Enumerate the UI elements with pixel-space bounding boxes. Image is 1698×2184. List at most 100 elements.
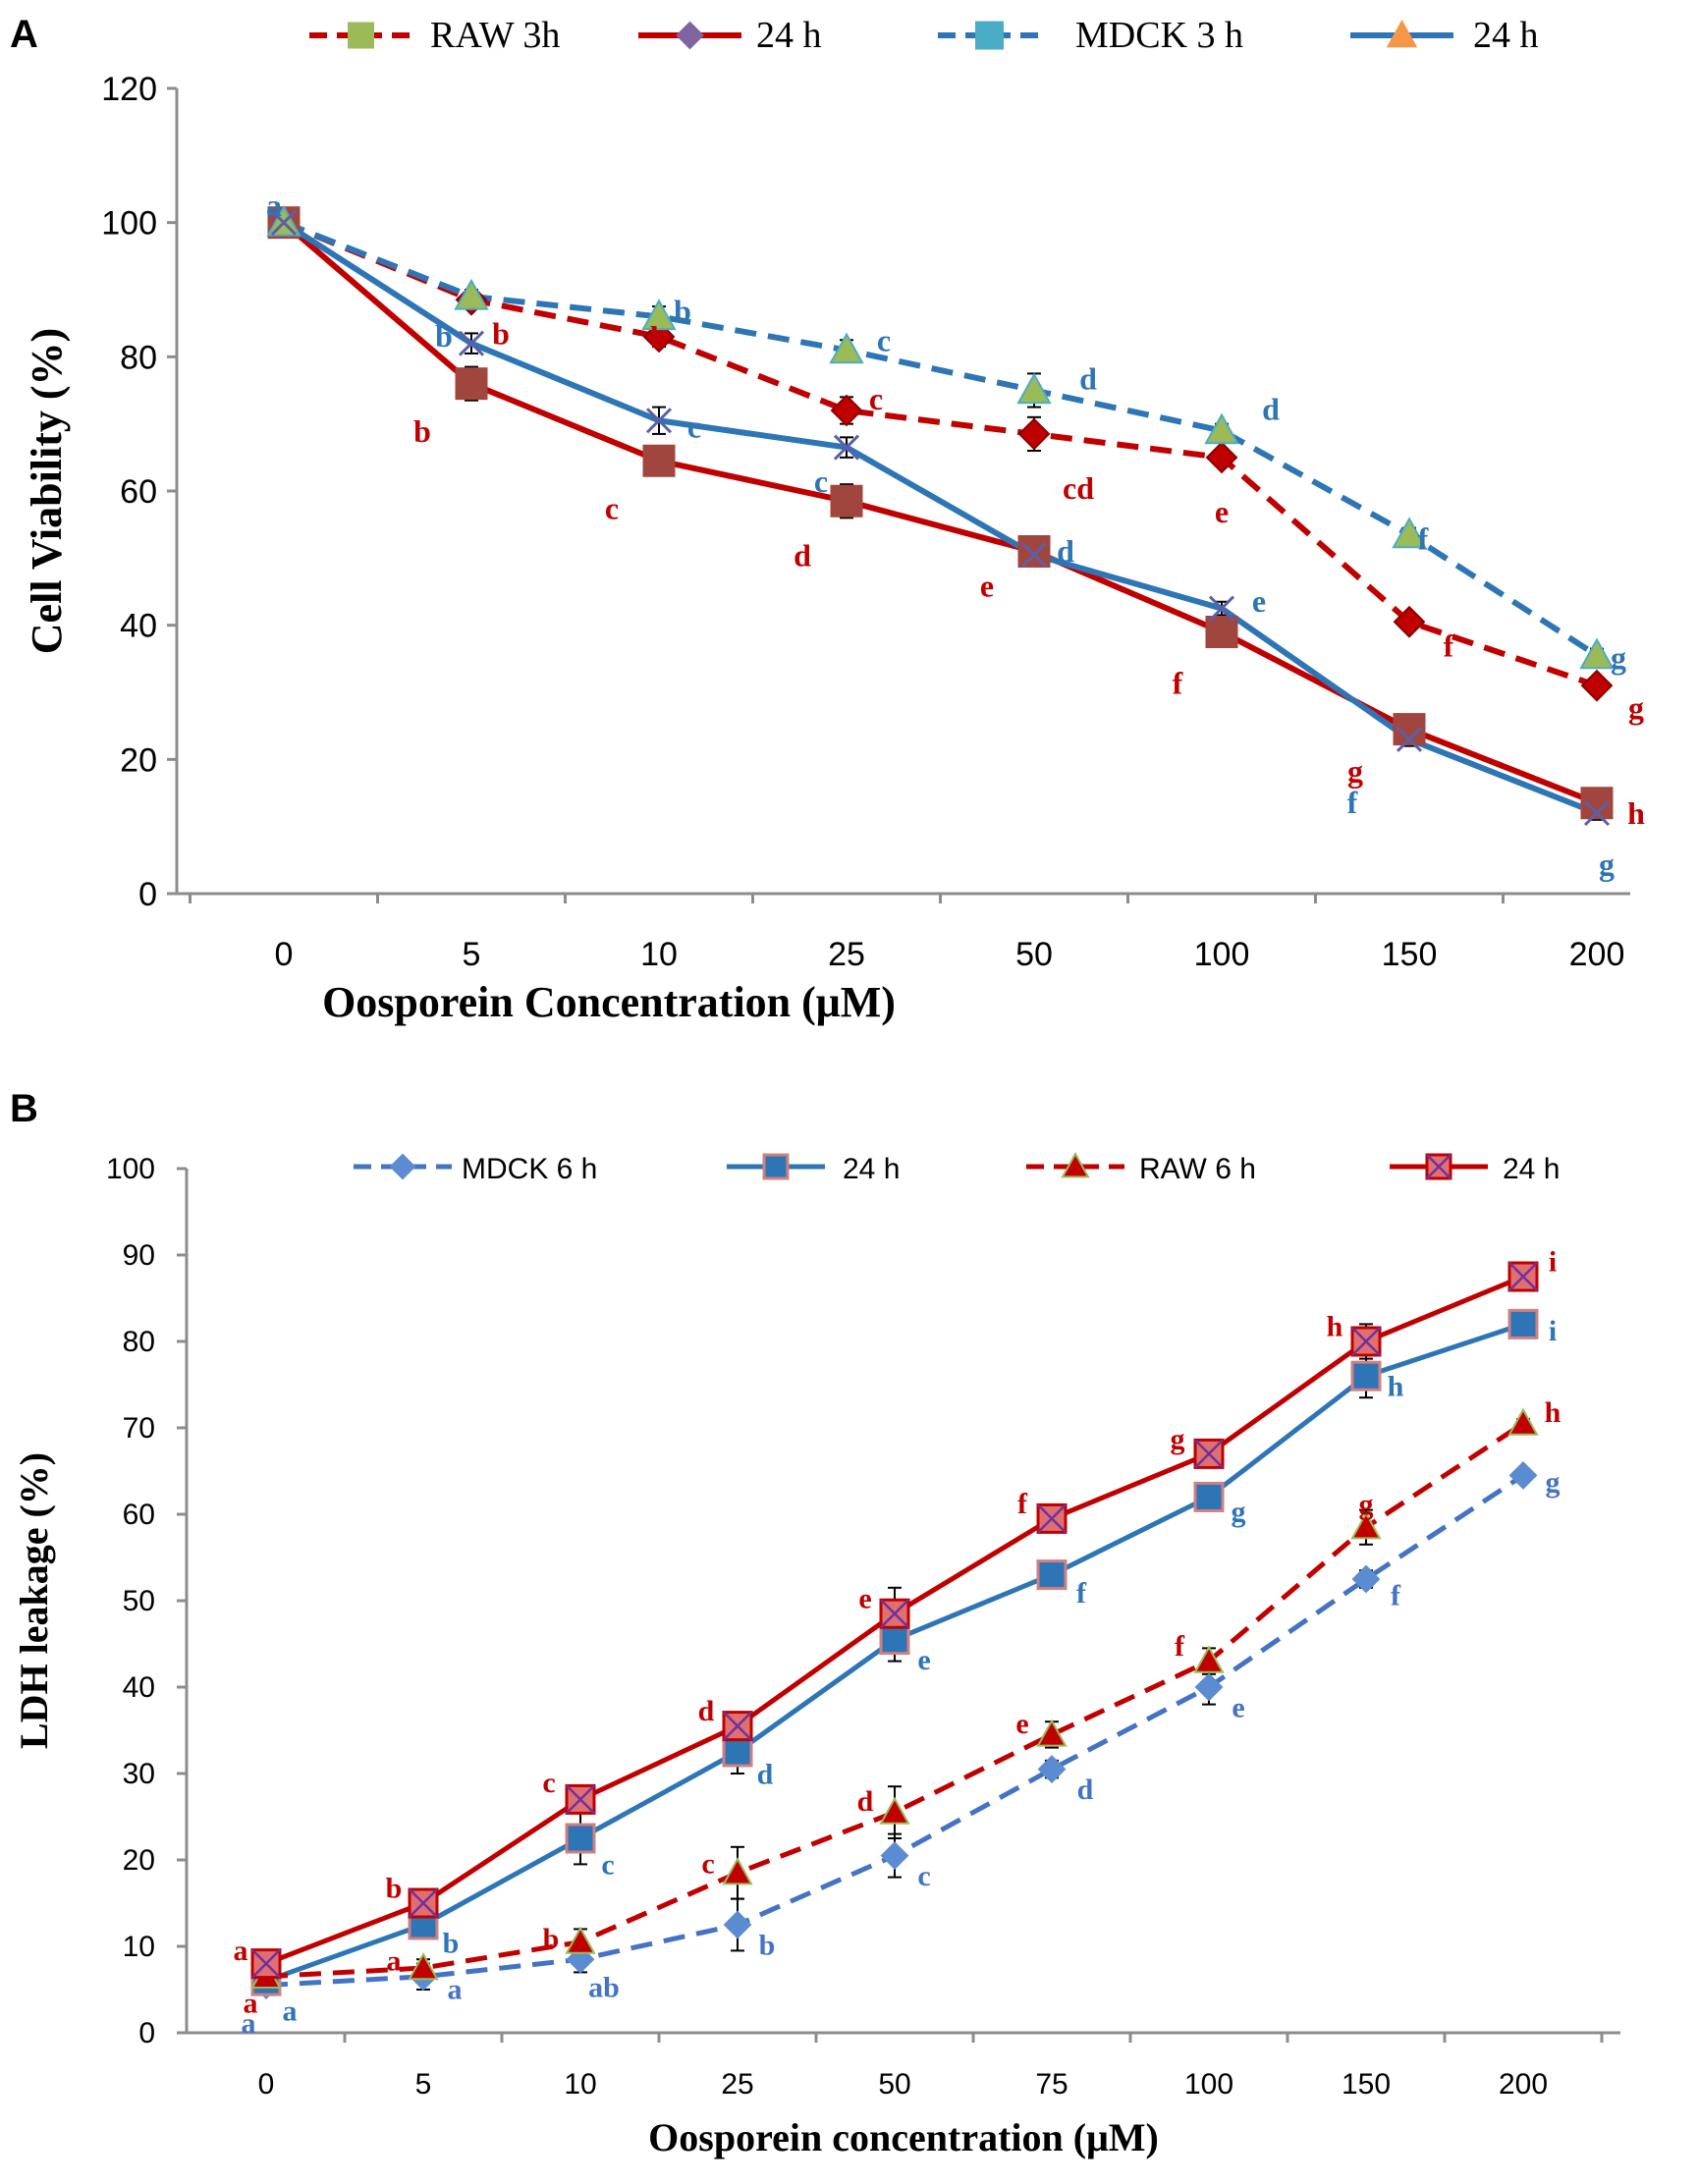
data-label: f	[1444, 628, 1454, 663]
data-point	[879, 1796, 910, 1825]
data-point	[642, 444, 676, 477]
data-label: b	[674, 294, 691, 329]
data-point	[1036, 1559, 1068, 1591]
data-label: e	[858, 1583, 871, 1615]
data-label: c	[917, 1860, 930, 1892]
data-point	[1396, 726, 1423, 752]
panel-label-b: B	[10, 1087, 38, 1130]
y-tick-label: 50	[123, 1585, 155, 1617]
series-line	[282, 220, 1599, 816]
data-label: ab	[588, 1972, 620, 2004]
y-tick-label: 0	[138, 2017, 155, 2049]
data-point	[1507, 1261, 1539, 1292]
data-point	[880, 1841, 909, 1871]
y-tick-label: 80	[123, 1326, 155, 1358]
panel-label-a: A	[10, 13, 38, 56]
data-point	[1194, 1672, 1224, 1702]
data-point	[1507, 1407, 1539, 1436]
data-label: c	[814, 464, 828, 499]
legend-entry: RAW 3h	[309, 15, 560, 56]
chart-b-x-title: Oosporein concentration (μM)	[648, 2115, 1159, 2159]
data-label: h	[1388, 1371, 1404, 1403]
x-tick-label: 5	[415, 2068, 432, 2101]
data-point	[1037, 1755, 1067, 1784]
data-point	[722, 1736, 753, 1768]
data-point	[1205, 616, 1238, 648]
data-point	[1350, 1360, 1382, 1392]
y-tick-label: 0	[138, 876, 157, 913]
data-label: g	[1599, 846, 1615, 882]
data-label: d	[794, 537, 811, 573]
data-label: e	[1015, 1708, 1028, 1740]
data-point	[565, 1783, 596, 1815]
legend-marker	[762, 1153, 790, 1180]
data-label: h	[1627, 795, 1645, 831]
x-tick-label: 100	[1184, 2068, 1233, 2101]
data-point	[1350, 1326, 1382, 1357]
x-tick-label: 10	[640, 936, 678, 973]
y-tick-label: 80	[120, 339, 157, 376]
legend-marker	[1386, 19, 1418, 48]
data-label: i	[1549, 1315, 1557, 1347]
data-label: d	[757, 1759, 774, 1791]
data-label: c	[869, 381, 883, 416]
y-tick-label: 70	[123, 1412, 155, 1445]
data-point	[645, 408, 673, 434]
legend-label: 24 h	[843, 1153, 900, 1185]
data-point	[1507, 1308, 1539, 1339]
data-point	[1017, 417, 1051, 451]
data-point	[830, 394, 863, 427]
legend-marker	[389, 1153, 416, 1180]
data-point	[1193, 1481, 1225, 1512]
data-point	[1350, 1511, 1382, 1540]
data-point	[454, 278, 489, 310]
legend-marker	[1425, 1153, 1452, 1180]
data-point	[1017, 535, 1051, 568]
data-label: c	[542, 1767, 555, 1799]
legend-label: 24 h	[1503, 1153, 1560, 1185]
y-tick-label: 20	[120, 741, 157, 779]
x-tick-label: 100	[1194, 936, 1250, 973]
data-point	[641, 299, 677, 331]
legend-entry: 24 h	[727, 1153, 900, 1185]
legend-label: RAW 3h	[430, 15, 560, 56]
data-label: c	[605, 490, 619, 525]
data-point	[1508, 1460, 1538, 1490]
legend-entry: 24 h	[1350, 15, 1539, 56]
data-point	[1392, 517, 1427, 549]
legend-marker	[348, 22, 374, 49]
data-label: c	[701, 1848, 714, 1881]
data-label: c	[601, 1849, 614, 1882]
y-tick-label: 40	[123, 1671, 155, 1704]
data-point	[1036, 1719, 1068, 1747]
data-label: b	[492, 315, 510, 351]
data-label: f	[1391, 1580, 1401, 1612]
y-tick-label: 90	[123, 1239, 155, 1272]
data-point	[458, 330, 485, 356]
data-point	[1020, 541, 1048, 568]
x-tick-label: 0	[275, 936, 294, 973]
x-tick-label: 200	[1569, 936, 1625, 973]
y-tick-label: 60	[120, 473, 157, 511]
data-label: b	[435, 318, 453, 354]
x-tick-label: 150	[1342, 2068, 1391, 2101]
data-point	[1583, 799, 1611, 827]
data-label: b	[386, 1873, 403, 1905]
data-label: e	[980, 569, 994, 604]
chart-b: 0 10 20 30 40 50 60 70 80 90 100 0 5 10 25 50 75 100 150 2…	[12, 1151, 1620, 2159]
x-tick-label: 50	[878, 2068, 910, 2101]
data-label: a	[387, 1945, 402, 1978]
data-label: i	[1549, 1246, 1557, 1279]
x-tick-label: 25	[721, 2068, 753, 2101]
legend-label: 24 h	[756, 15, 822, 56]
legend-entry: MDCK 6 h	[354, 1153, 597, 1185]
chart-b-y-title: LDH leakage (%)	[12, 1452, 56, 1749]
x-tick-label: 0	[258, 2068, 275, 2101]
legend-label: RAW 6 h	[1139, 1153, 1256, 1185]
data-label: b	[443, 1928, 460, 1960]
data-label: e	[917, 1644, 930, 1676]
data-point	[1016, 372, 1052, 405]
data-label: a	[283, 1995, 298, 2028]
data-label: g	[1628, 689, 1644, 725]
legend-marker	[1061, 1151, 1090, 1178]
